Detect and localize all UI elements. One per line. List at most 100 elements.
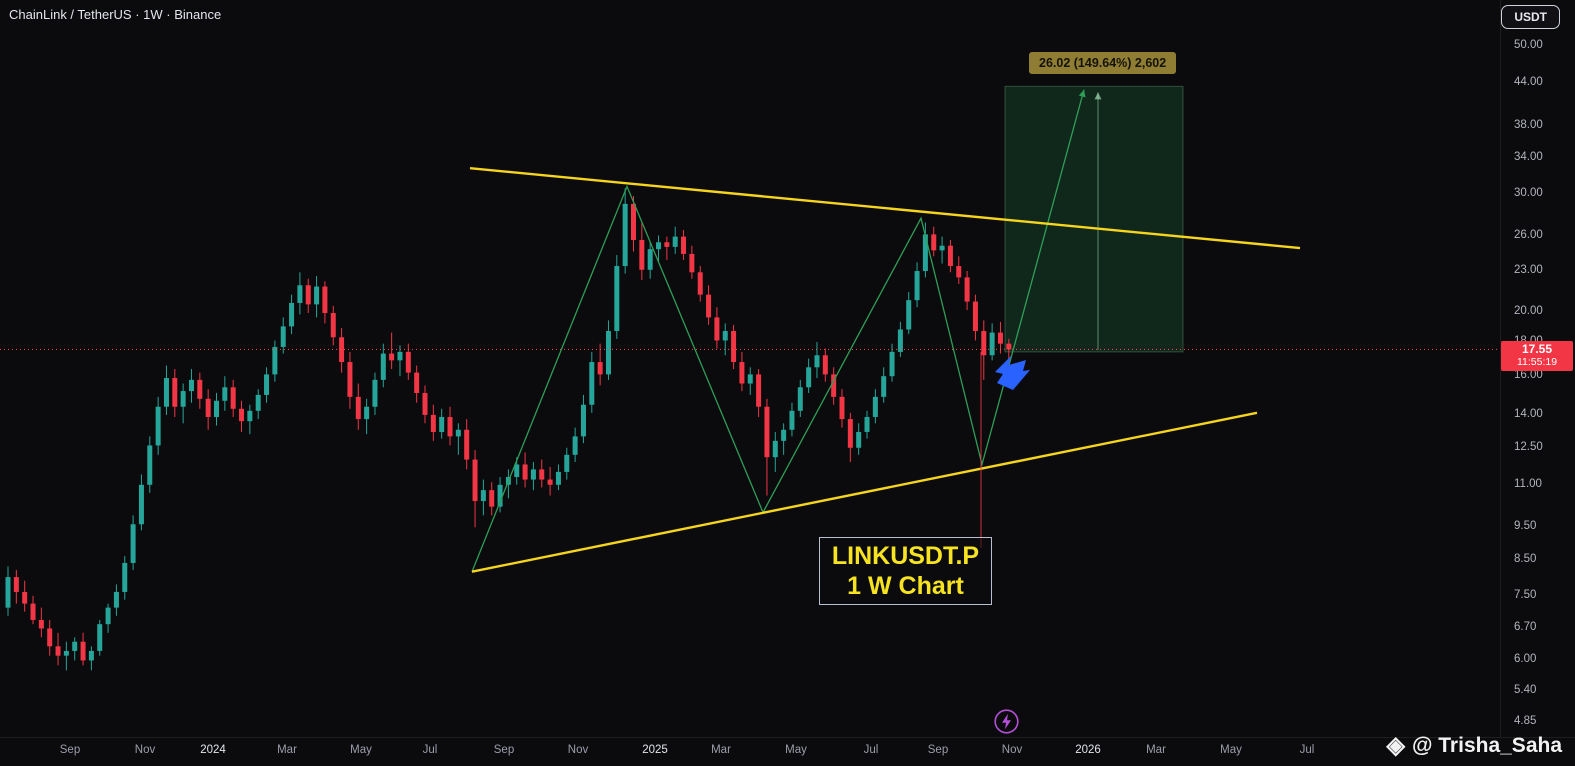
arrowhead	[1094, 92, 1102, 100]
candle	[964, 271, 970, 311]
time-axis-label: Mar	[277, 744, 297, 756]
candle	[672, 226, 678, 254]
candle	[989, 323, 995, 361]
candle	[530, 462, 536, 491]
time-axis-label: 2025	[642, 744, 668, 756]
candle	[555, 464, 561, 491]
candle	[872, 389, 878, 424]
candle	[339, 327, 345, 373]
candle	[314, 276, 320, 318]
candle	[647, 242, 653, 279]
alert-lightning-button[interactable]	[993, 708, 1020, 735]
candle	[88, 646, 94, 671]
price-axis-label: 6.70	[1514, 621, 1537, 634]
time-axis-label: Jul	[422, 744, 438, 756]
blue-arrow-drawing[interactable]	[995, 356, 1030, 390]
price-axis-label: 9.50	[1514, 520, 1537, 533]
price-axis-label: 26.00	[1514, 228, 1543, 241]
candle	[255, 389, 261, 420]
candle	[455, 423, 461, 455]
candle	[172, 369, 178, 417]
time-axis-label: 2024	[200, 744, 226, 756]
candle	[605, 320, 611, 380]
candle	[289, 294, 295, 335]
lower-trendline[interactable]	[471, 411, 1258, 573]
target-projection-box[interactable]	[1004, 85, 1184, 353]
candle	[822, 348, 828, 382]
candle	[188, 369, 194, 403]
candle	[697, 266, 703, 302]
candle	[305, 278, 311, 313]
candle	[230, 379, 236, 417]
candle	[589, 351, 595, 413]
candle	[839, 389, 845, 428]
author-watermark: ◈ @ Trisha_Saha	[1386, 734, 1562, 758]
candle	[297, 272, 303, 315]
candle	[464, 419, 470, 470]
time-axis-label: Nov	[134, 744, 156, 756]
candle	[214, 392, 219, 426]
candle	[414, 365, 420, 403]
time-axis-label: Mar	[711, 744, 731, 756]
candle	[122, 556, 128, 600]
time-axis-label: Sep	[493, 744, 515, 756]
candle	[747, 367, 753, 395]
time-axis-label: Mar	[1146, 744, 1166, 756]
candle	[639, 222, 645, 280]
chart-note-symbol: LINKUSDT.P	[831, 542, 980, 570]
candle	[681, 229, 687, 260]
time-axis-label: Jul	[1299, 744, 1315, 756]
candle	[130, 515, 136, 570]
candle	[205, 389, 211, 430]
price-axis-label: 5.40	[1514, 683, 1537, 696]
candle	[264, 367, 270, 403]
candle	[372, 372, 378, 415]
candle	[656, 235, 662, 263]
price-axis-label: 16.00	[1514, 369, 1543, 382]
time-axis-label: May	[350, 744, 372, 756]
candle	[239, 400, 245, 432]
lightning-icon	[994, 709, 1019, 734]
last-price-tag[interactable]: 17.55 11:55:19	[1501, 341, 1573, 372]
candle	[997, 321, 1003, 354]
candle	[63, 641, 69, 671]
currency-toggle-button[interactable]: USDT	[1501, 5, 1560, 29]
candle	[897, 321, 903, 357]
candle	[38, 607, 44, 638]
candle	[806, 358, 812, 393]
candle	[931, 226, 937, 257]
candle	[489, 482, 495, 516]
candle	[380, 343, 386, 388]
bar-close-countdown: 11:55:19	[1516, 356, 1558, 369]
candle	[322, 281, 328, 324]
price-axis-label: 8.50	[1514, 552, 1537, 565]
candle	[664, 236, 670, 260]
price-axis-label: 38.00	[1514, 118, 1543, 131]
candle	[389, 332, 395, 370]
candle	[814, 342, 820, 379]
chart-note-box[interactable]: LINKUSDT.P 1 W Chart	[819, 537, 992, 605]
time-axis-label: Sep	[927, 744, 949, 756]
candle	[889, 343, 895, 382]
candle	[564, 447, 570, 480]
pattern-zigzag-line[interactable]	[471, 89, 1085, 572]
price-axis-label: 50.00	[1514, 39, 1543, 51]
candle	[163, 365, 169, 415]
candle	[5, 566, 11, 616]
time-axis-label: May	[785, 744, 807, 756]
candle	[155, 396, 161, 455]
price-axis-label: 23.00	[1514, 264, 1543, 277]
candle	[797, 379, 803, 417]
time-axis[interactable]: Sep Nov 2024 Mar May Jul Sep Nov 2025 Mar May Jul Se…	[0, 737, 1575, 766]
candle	[539, 459, 545, 488]
candle	[364, 398, 370, 435]
price-axis[interactable]: 50.00 44.00 38.00 34.00 30.00 26.00 23.00 20.00…	[1500, 0, 1575, 737]
candle	[847, 412, 853, 463]
upper-trendline[interactable]	[469, 166, 1301, 250]
candle	[831, 367, 837, 405]
symbol-title: ChainLink / TetherUS · 1W · Binance	[9, 7, 222, 22]
candle	[956, 256, 962, 284]
projection-target-label[interactable]: 26.02 (149.64%) 2,602	[1029, 52, 1177, 74]
